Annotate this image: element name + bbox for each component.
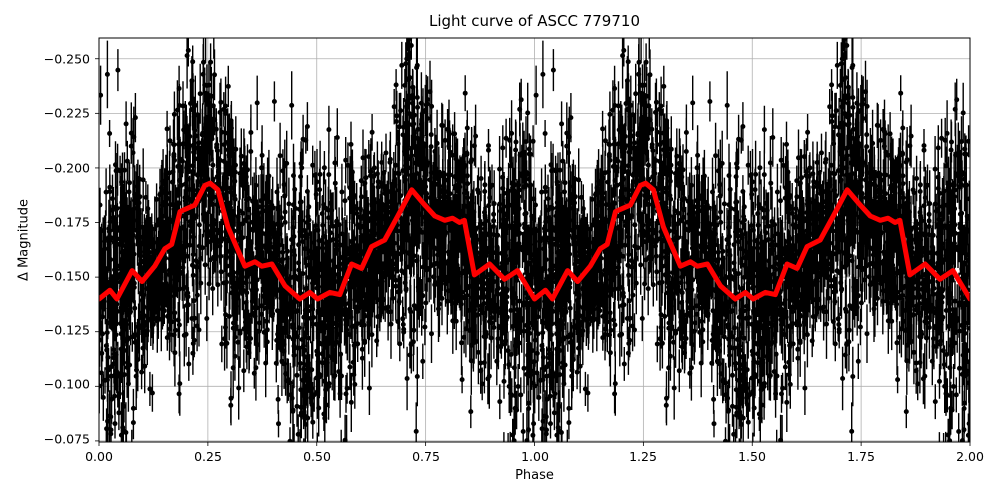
tick-marks (95, 58, 971, 446)
x-tick-label: 1.00 (521, 449, 549, 464)
y-tick-label: −0.125 (43, 322, 90, 338)
x-tick-label: 2.00 (956, 449, 984, 464)
x-tick-label: 0.75 (412, 449, 440, 464)
y-tick-label: −0.150 (43, 268, 90, 284)
x-tick-label: 0.50 (303, 449, 331, 464)
y-tick-label: −0.225 (43, 105, 90, 121)
y-tick-label: −0.175 (43, 214, 90, 230)
binned-mean-curve (99, 180, 970, 302)
y-tick-label: −0.100 (43, 376, 90, 392)
x-tick-label: 1.75 (847, 449, 875, 464)
y-tick-label: −0.075 (43, 431, 90, 447)
x-tick-label: 1.50 (738, 449, 766, 464)
chart-title: Light curve of ASCC 779710 (429, 12, 640, 30)
y-tick-label: −0.200 (43, 160, 90, 176)
observation-points (99, 38, 970, 442)
y-axis-label: Δ Magnitude (16, 199, 32, 281)
x-tick-label: 0.25 (194, 449, 222, 464)
y-tick-label: −0.250 (43, 51, 90, 67)
x-tick-label: 0.00 (85, 449, 113, 464)
x-axis-label: Phase (515, 468, 554, 483)
x-tick-label: 1.25 (629, 449, 657, 464)
